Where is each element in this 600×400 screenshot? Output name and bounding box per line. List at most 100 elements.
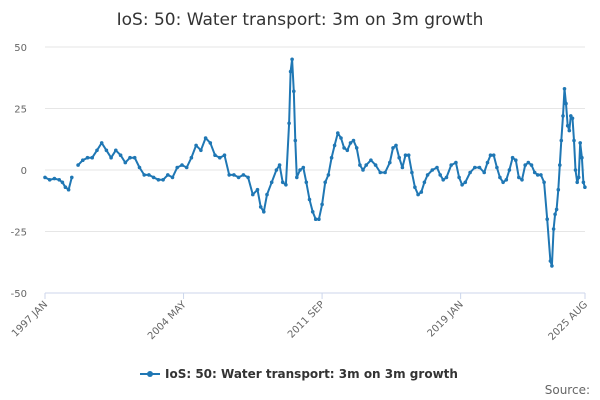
data-point[interactable] bbox=[246, 175, 250, 180]
data-point[interactable] bbox=[258, 205, 263, 209]
data-point[interactable] bbox=[570, 116, 575, 121]
data-point[interactable] bbox=[388, 160, 392, 165]
data-point[interactable] bbox=[482, 170, 487, 175]
data-point[interactable] bbox=[526, 160, 531, 165]
data-point[interactable] bbox=[369, 158, 373, 162]
data-point[interactable] bbox=[397, 155, 402, 160]
data-point[interactable] bbox=[194, 143, 198, 148]
data-point[interactable] bbox=[463, 180, 468, 185]
data-point[interactable] bbox=[320, 202, 324, 207]
data-point[interactable] bbox=[63, 185, 68, 189]
data-point[interactable] bbox=[567, 128, 572, 133]
data-point[interactable] bbox=[539, 173, 543, 177]
data-point[interactable] bbox=[227, 173, 231, 177]
data-point[interactable] bbox=[553, 212, 557, 217]
data-point[interactable] bbox=[317, 217, 321, 221]
data-point[interactable] bbox=[410, 170, 414, 175]
data-point[interactable] bbox=[175, 165, 179, 170]
data-point[interactable] bbox=[118, 153, 123, 157]
data-point[interactable] bbox=[460, 183, 464, 187]
data-point[interactable] bbox=[189, 155, 194, 160]
data-point[interactable] bbox=[292, 89, 296, 94]
data-point[interactable] bbox=[199, 148, 203, 153]
data-point[interactable] bbox=[47, 178, 52, 182]
data-point[interactable] bbox=[532, 170, 537, 175]
data-point[interactable] bbox=[123, 160, 128, 165]
data-point[interactable] bbox=[301, 165, 306, 170]
data-point[interactable] bbox=[581, 180, 586, 185]
data-point[interactable] bbox=[236, 175, 241, 180]
data-point[interactable] bbox=[269, 180, 274, 185]
data-point[interactable] bbox=[565, 123, 570, 128]
data-point[interactable] bbox=[383, 170, 387, 175]
data-point[interactable] bbox=[255, 187, 260, 192]
data-point[interactable] bbox=[416, 192, 420, 197]
data-point[interactable] bbox=[284, 183, 288, 187]
data-point[interactable] bbox=[438, 173, 443, 177]
data-point[interactable] bbox=[251, 192, 255, 197]
data-point[interactable] bbox=[523, 163, 527, 167]
data-point[interactable] bbox=[517, 175, 521, 180]
data-point[interactable] bbox=[425, 173, 430, 177]
data-point[interactable] bbox=[419, 190, 424, 194]
data-point[interactable] bbox=[232, 173, 236, 177]
data-point[interactable] bbox=[345, 148, 350, 153]
data-point[interactable] bbox=[403, 153, 408, 157]
data-point[interactable] bbox=[213, 153, 217, 157]
data-point[interactable] bbox=[575, 180, 579, 185]
data-point[interactable] bbox=[364, 163, 369, 167]
data-point[interactable] bbox=[558, 163, 562, 167]
data-point[interactable] bbox=[265, 192, 269, 197]
data-point[interactable] bbox=[288, 69, 293, 74]
data-point[interactable] bbox=[477, 165, 482, 170]
data-point[interactable] bbox=[576, 175, 581, 180]
data-point[interactable] bbox=[147, 173, 151, 177]
data-point[interactable] bbox=[313, 217, 318, 221]
data-point[interactable] bbox=[323, 180, 328, 185]
data-point[interactable] bbox=[57, 178, 61, 182]
data-point[interactable] bbox=[336, 131, 340, 135]
data-point[interactable] bbox=[542, 180, 546, 185]
data-point[interactable] bbox=[435, 165, 439, 170]
data-point[interactable] bbox=[339, 136, 343, 140]
data-point[interactable] bbox=[554, 207, 559, 212]
data-point[interactable] bbox=[501, 180, 505, 185]
data-point[interactable] bbox=[262, 210, 266, 214]
data-point[interactable] bbox=[559, 138, 564, 143]
data-point[interactable] bbox=[351, 138, 356, 143]
data-point[interactable] bbox=[241, 173, 246, 177]
data-point[interactable] bbox=[422, 180, 427, 185]
data-point[interactable] bbox=[545, 217, 549, 221]
data-point[interactable] bbox=[373, 163, 378, 167]
data-point[interactable] bbox=[298, 168, 302, 172]
data-point[interactable] bbox=[307, 197, 312, 202]
data-point[interactable] bbox=[378, 170, 383, 175]
data-point[interactable] bbox=[498, 175, 502, 180]
data-point[interactable] bbox=[535, 173, 540, 177]
data-point[interactable] bbox=[361, 168, 365, 172]
data-point[interactable] bbox=[583, 185, 587, 189]
data-point[interactable] bbox=[137, 165, 142, 170]
data-point[interactable] bbox=[310, 210, 315, 214]
data-point[interactable] bbox=[104, 148, 109, 153]
data-point[interactable] bbox=[170, 175, 175, 180]
data-point[interactable] bbox=[76, 163, 80, 167]
data-point[interactable] bbox=[491, 153, 496, 157]
data-point[interactable] bbox=[578, 141, 582, 145]
data-point[interactable] bbox=[132, 155, 137, 160]
data-point[interactable] bbox=[70, 175, 74, 180]
data-point[interactable] bbox=[203, 136, 208, 140]
data-point[interactable] bbox=[548, 259, 553, 263]
data-point[interactable] bbox=[394, 143, 398, 148]
data-point[interactable] bbox=[43, 175, 47, 180]
data-point[interactable] bbox=[222, 153, 227, 157]
data-point[interactable] bbox=[406, 153, 411, 157]
data-point[interactable] bbox=[391, 146, 395, 150]
data-point[interactable] bbox=[457, 175, 461, 180]
data-point[interactable] bbox=[326, 173, 331, 177]
data-point[interactable] bbox=[151, 175, 156, 180]
legend[interactable]: IoS: 50: Water transport: 3m on 3m growt… bbox=[140, 367, 458, 381]
data-point[interactable] bbox=[400, 165, 405, 170]
data-point[interactable] bbox=[295, 175, 299, 180]
data-point[interactable] bbox=[551, 227, 556, 231]
